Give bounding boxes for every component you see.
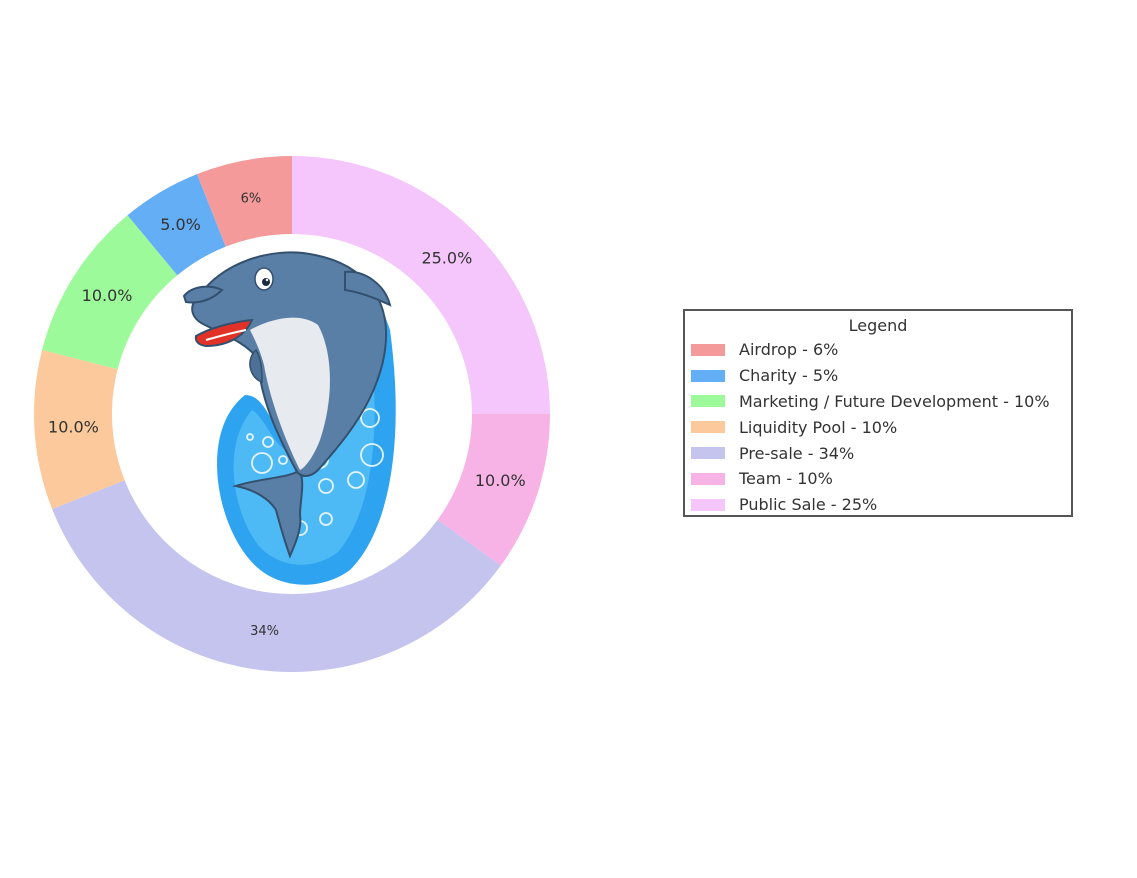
donut-slice-charity bbox=[127, 174, 226, 276]
legend-label: Charity - 5% bbox=[739, 366, 839, 386]
chart-legend: Legend Airdrop - 6% Charity - 5% Marketing… bbox=[683, 309, 1073, 517]
slice-label-airdrop: 6% bbox=[241, 191, 262, 206]
legend-item: Charity - 5% bbox=[685, 363, 1071, 389]
legend-label: Public Sale - 25% bbox=[739, 495, 878, 515]
slice-labels: 25.0% 10.0% 34% 10.0% 10.0% 5.0% 6% bbox=[48, 191, 526, 638]
legend-item: Marketing / Future Development - 10% bbox=[685, 389, 1071, 415]
donut-slice-airdrop bbox=[197, 156, 292, 247]
slice-label-liquidity-pool: 10.0% bbox=[48, 417, 99, 436]
slice-label-team: 10.0% bbox=[475, 471, 526, 490]
legend-label: Liquidity Pool - 10% bbox=[739, 417, 898, 437]
legend-swatch bbox=[691, 369, 725, 382]
donut-slice-pre-sale bbox=[52, 480, 501, 673]
legend-title: Legend bbox=[848, 316, 908, 335]
legend-label: Airdrop - 6% bbox=[739, 340, 839, 360]
legend-item: Team - 10% bbox=[685, 466, 1071, 492]
slice-label-public-sale: 25.0% bbox=[421, 249, 472, 268]
legend-item: Airdrop - 6% bbox=[685, 337, 1071, 363]
legend-swatch bbox=[691, 447, 725, 460]
legend-label: Marketing / Future Development - 10% bbox=[739, 391, 1050, 411]
legend-label: Team - 10% bbox=[739, 469, 833, 489]
legend-item: Liquidity Pool - 10% bbox=[685, 414, 1071, 440]
legend-swatch bbox=[691, 472, 725, 485]
dolphin-mascot-icon bbox=[182, 251, 396, 585]
legend-swatch bbox=[691, 498, 725, 511]
donut-slice-public-sale bbox=[292, 156, 550, 414]
legend-item: Public Sale - 25% bbox=[685, 492, 1071, 518]
legend-swatch bbox=[691, 343, 725, 356]
legend-swatch bbox=[691, 395, 725, 408]
donut-slice-liquidity-pool bbox=[34, 349, 125, 509]
donut-slices bbox=[34, 156, 550, 673]
donut-slice-team bbox=[437, 414, 550, 566]
slice-label-pre-sale: 34% bbox=[250, 624, 279, 639]
legend-label: Pre-sale - 34% bbox=[739, 443, 855, 463]
slice-label-marketing-future-development: 10.0% bbox=[82, 286, 133, 305]
legend-swatch bbox=[691, 421, 725, 434]
slice-label-charity: 5.0% bbox=[160, 215, 201, 234]
donut-slice-marketing-future-development bbox=[42, 215, 178, 370]
legend-item: Pre-sale - 34% bbox=[685, 440, 1071, 466]
